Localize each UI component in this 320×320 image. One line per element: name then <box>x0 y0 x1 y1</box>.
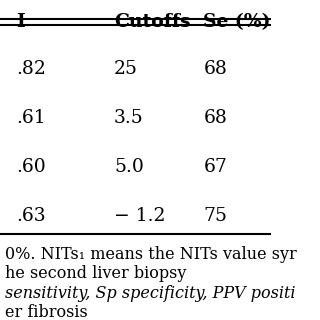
Text: 75: 75 <box>204 207 228 225</box>
Text: − 1.2: − 1.2 <box>114 207 165 225</box>
Text: Cutoffs: Cutoffs <box>114 13 190 31</box>
Text: er fibrosis: er fibrosis <box>5 304 88 320</box>
Text: 25: 25 <box>114 60 138 78</box>
Text: 68: 68 <box>204 109 227 127</box>
Text: sensitivity, Sp specificity, PPV positi: sensitivity, Sp specificity, PPV positi <box>5 285 296 302</box>
Text: .82: .82 <box>16 60 46 78</box>
Text: 68: 68 <box>204 60 227 78</box>
Text: .60: .60 <box>16 158 46 176</box>
Text: I: I <box>16 13 25 31</box>
Text: 67: 67 <box>204 158 227 176</box>
Text: Se (%): Se (%) <box>204 13 271 31</box>
Text: .61: .61 <box>16 109 46 127</box>
Text: .63: .63 <box>16 207 46 225</box>
Text: he second liver biopsy: he second liver biopsy <box>5 265 187 282</box>
Text: 3.5: 3.5 <box>114 109 144 127</box>
Text: 0%. NITs₁ means the NITs value syr: 0%. NITs₁ means the NITs value syr <box>5 246 297 263</box>
Text: 5.0: 5.0 <box>114 158 144 176</box>
